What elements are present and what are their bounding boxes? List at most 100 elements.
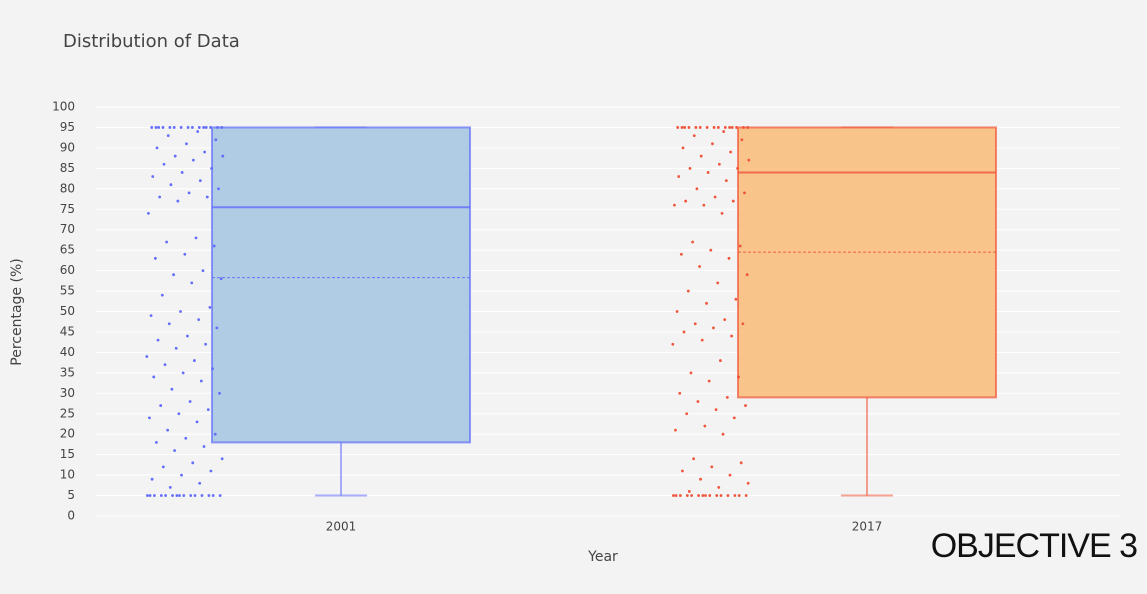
data-point: [728, 126, 731, 129]
data-point: [205, 195, 209, 199]
data-point: [690, 494, 694, 497]
data-point: [191, 461, 195, 465]
data-point: [167, 322, 171, 326]
data-point: [168, 485, 172, 489]
data-point: [150, 477, 154, 481]
data-point: [706, 171, 710, 174]
data-point: [673, 203, 676, 207]
data-point: [161, 465, 165, 469]
data-point: [746, 481, 750, 485]
data-point: [692, 457, 696, 461]
data-point: [715, 494, 719, 497]
data-point: [688, 166, 692, 170]
data-point: [179, 310, 182, 313]
data-point: [198, 179, 202, 183]
data-point: [216, 126, 219, 129]
data-point: [716, 281, 720, 285]
data-point: [220, 457, 224, 461]
data-point: [719, 494, 723, 497]
data-point: [705, 126, 709, 129]
data-point: [153, 256, 157, 260]
data-point: [728, 473, 732, 477]
data-point: [217, 187, 220, 191]
data-point: [210, 166, 213, 170]
data-point: [159, 404, 163, 407]
data-point: [172, 273, 175, 277]
data-point: [186, 334, 189, 338]
data-point: [722, 130, 726, 133]
data-point: [201, 269, 205, 272]
data-point: [157, 126, 161, 129]
data-point: [150, 126, 154, 129]
data-point: [727, 256, 731, 260]
data-point: [200, 494, 204, 497]
data-point: [218, 494, 222, 497]
data-point: [187, 191, 191, 195]
data-point: [734, 297, 738, 301]
data-point: [685, 494, 689, 497]
data-point: [740, 138, 744, 142]
annotation: OBJECTIVE 3: [931, 527, 1137, 565]
data-point: [199, 379, 203, 383]
data-point: [724, 179, 728, 183]
data-point: [189, 494, 193, 497]
y-tick-label: 60: [60, 263, 75, 277]
y-tick-label: 40: [60, 345, 75, 359]
data-point: [183, 252, 187, 256]
y-tick-label: 20: [60, 427, 75, 441]
data-point: [737, 494, 741, 497]
data-point: [733, 494, 737, 497]
data-point: [683, 126, 687, 129]
y-tick-label: 10: [60, 468, 75, 482]
data-point: [743, 191, 746, 195]
data-point: [190, 281, 194, 285]
data-point: [723, 318, 727, 322]
data-point: [155, 146, 159, 150]
data-point: [192, 359, 196, 362]
data-point: [713, 195, 717, 199]
data-point: [711, 142, 714, 146]
data-point: [194, 236, 198, 240]
data-point: [215, 326, 219, 330]
box: [211, 126, 471, 444]
data-point: [687, 490, 691, 493]
data-point: [163, 363, 167, 367]
data-point: [726, 494, 730, 497]
data-point: [707, 379, 711, 383]
data-point: [732, 416, 736, 420]
data-point: [179, 126, 183, 129]
data-point: [742, 126, 745, 129]
data-point: [680, 469, 684, 473]
data-point: [714, 408, 718, 412]
data-point: [185, 142, 188, 146]
data-point: [164, 494, 168, 497]
data-point: [703, 424, 707, 428]
data-point: [701, 494, 705, 497]
data-point: [685, 412, 689, 416]
x-tick-label: 2017: [852, 520, 883, 534]
data-point: [678, 391, 682, 395]
data-point: [735, 126, 738, 129]
y-tick-label: 95: [60, 120, 75, 134]
data-point: [169, 183, 173, 187]
data-point: [180, 473, 183, 477]
y-tick-label: 50: [60, 304, 75, 318]
data-point: [694, 126, 698, 129]
data-point: [721, 432, 725, 436]
data-point: [221, 154, 225, 158]
data-point: [705, 301, 708, 305]
data-point: [159, 494, 163, 497]
data-point: [156, 338, 160, 342]
data-point: [680, 126, 684, 129]
data-point: [716, 126, 720, 129]
data-point: [170, 387, 174, 391]
data-point: [681, 146, 685, 150]
data-point: [162, 162, 166, 166]
data-point: [698, 265, 701, 268]
data-point: [181, 371, 185, 375]
data-point: [197, 126, 201, 129]
data-point: [198, 481, 202, 485]
data-point: [687, 126, 691, 129]
data-point: [679, 252, 683, 256]
data-point: [731, 199, 735, 203]
